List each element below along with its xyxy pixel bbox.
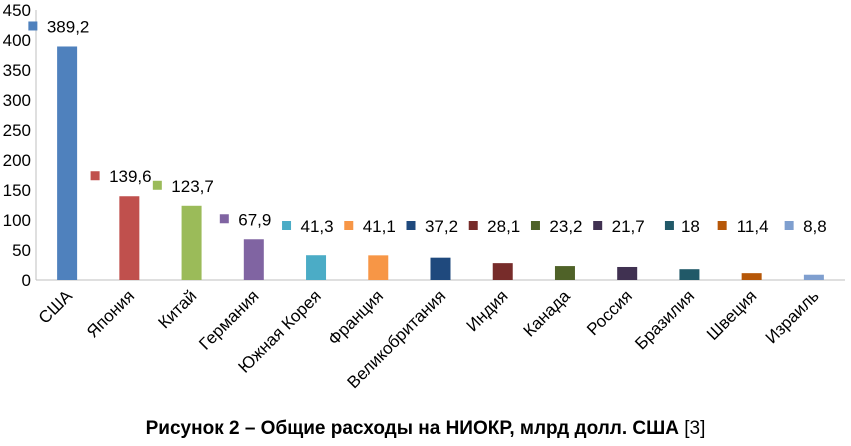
bars [57,46,824,281]
bar [243,239,264,280]
data-label: 389,2 [28,17,89,36]
x-tick-label: Швеция [703,286,761,344]
legend-key [784,221,794,230]
bar [617,266,638,280]
bar [554,266,575,280]
legend-key [664,221,674,230]
caption-reference: [3] [684,418,706,439]
data-label-text: 139,6 [109,167,152,186]
bar [741,273,762,280]
x-tick-label: Израиль [762,286,823,347]
value-labels: 389,2 139,6 123,7 67,9 41,3 41,1 37,2 28,1 23,2 2… [28,17,827,236]
data-label-text: 11,4 [737,217,769,236]
bar-chart: 0 50 100 150 200 250 300 350 400 450 389,2 139,6 12… [3,1,845,392]
data-label-text: 8,8 [803,217,827,236]
data-label-text: 389,2 [47,17,90,36]
y-tick-label: 300 [3,91,31,110]
y-tick-label: 450 [3,1,31,20]
data-label: 23,2 [530,217,583,236]
x-tick-label: Китай [154,286,200,332]
y-tick-label: 150 [3,181,31,200]
legend-key [344,221,354,230]
x-tick-label: Канада [520,286,575,341]
legend-key [717,221,727,230]
legend-key [406,221,416,230]
data-label-text: 41,3 [300,217,333,236]
x-tick-label: США [35,286,77,328]
data-label: 139,6 [90,167,152,186]
data-label-text: 123,7 [171,177,214,196]
y-tick-label: 350 [3,61,31,80]
y-tick-label: 250 [3,121,31,140]
y-tick-label: 50 [12,241,31,260]
bar [430,257,451,280]
x-tick-label: Россия [583,286,636,339]
data-label: 41,3 [282,217,334,236]
bar [119,196,140,280]
x-tick-label: Бразилия [631,286,698,353]
data-label-text: 67,9 [238,210,271,229]
data-label: 123,7 [152,177,214,196]
legend-key [282,221,292,230]
bar [181,205,202,280]
y-tick-label: 200 [3,151,31,170]
x-tick-label: Япония [83,286,138,341]
caption-title: Рисунок 2 – Общие расходы на НИОКР, млрд… [145,418,679,439]
data-label-text: 41,1 [363,217,396,236]
bar [679,269,700,280]
data-label: 28,1 [468,217,520,236]
y-axis-ticks: 0 50 100 150 200 250 300 350 400 450 [3,1,31,290]
data-label-text: 18 [681,217,700,236]
figure-caption: Рисунок 2 – Общие расходы на НИОКР, млрд… [0,418,851,440]
bar [306,255,327,280]
data-label: 37,2 [406,217,458,236]
bar [492,263,513,280]
y-tick-label: 400 [3,31,31,50]
data-label-text: 37,2 [425,217,458,236]
data-label-text: 28,1 [487,217,520,236]
y-tick-label: 0 [22,271,31,290]
data-label-text: 23,2 [549,217,582,236]
data-label-text: 21,7 [612,217,645,236]
legend-key [152,180,162,190]
data-label: 41,1 [344,217,396,236]
legend-key [593,221,603,230]
bar [368,255,389,280]
x-tick-label: Германия [195,286,262,353]
data-label: 18 [664,217,700,236]
data-label: 11,4 [717,217,769,236]
legend-key [530,221,540,230]
data-label: 67,9 [219,210,271,229]
legend-key [90,171,100,181]
bar [803,274,824,280]
bar [57,46,78,281]
x-tick-label: Индия [463,286,512,335]
legend-key [468,221,478,230]
data-label: 8,8 [784,217,827,236]
legend-key [28,21,38,31]
data-label: 21,7 [593,217,645,236]
legend-key [219,214,229,224]
x-tick-label: Франция [324,286,387,349]
y-tick-label: 100 [3,211,31,230]
